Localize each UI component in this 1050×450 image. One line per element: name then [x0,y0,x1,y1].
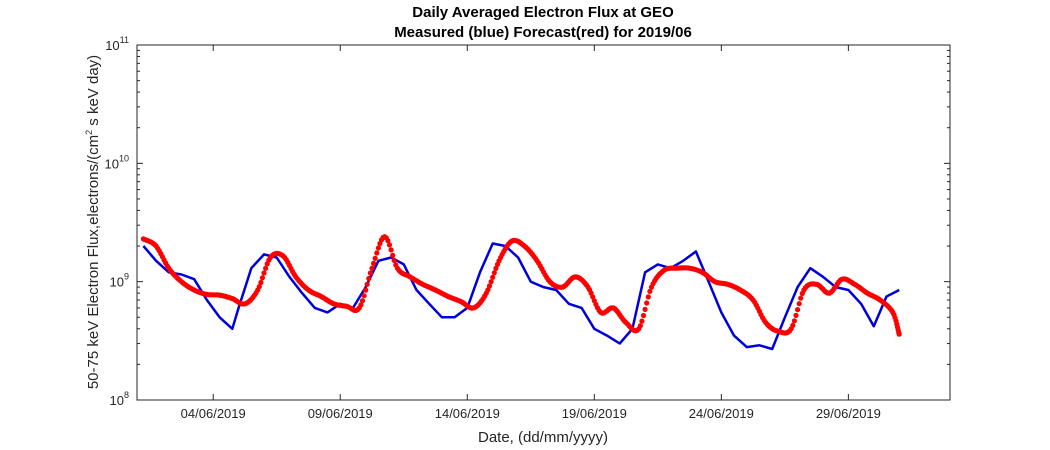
forecast-point [367,270,373,276]
forecast-point [385,238,391,244]
series-measured-line [142,242,900,351]
forecast-point [259,275,265,281]
x-tick-label: 14/06/2019 [435,406,500,421]
forecast-point [644,300,650,306]
forecast-point [261,270,267,276]
forecast-point [363,287,369,293]
forecast-point [366,275,372,282]
x-axis-label: Date, (dd/mm/yyyy) [478,429,608,446]
forecast-point [390,252,396,258]
y-axis-label: 50-75 keV Electron Flux,electrons/(cm2 s… [84,55,102,389]
forecast-point [647,288,653,294]
forecast-point [791,318,798,324]
forecast-point [490,274,496,280]
forecast-point [640,312,647,319]
forecast-point [358,302,364,308]
forecast-point [258,279,264,286]
y-tick-label: 108 [110,390,129,408]
y-tick-label: 1010 [105,153,129,171]
forecast-point [796,301,802,307]
forecast-point [491,270,497,276]
series-forecast-dots [140,234,902,337]
forecast-point [386,242,393,248]
x-tick-label: 24/06/2019 [689,406,754,421]
forecast-point [374,250,380,256]
forecast-point [798,295,804,301]
forecast-point [359,298,366,304]
forecast-point [263,265,269,271]
chart-title: Daily Averaged Electron Flux at GEO [412,4,674,21]
forecast-point [493,265,499,271]
y-tick-label: 1011 [105,35,129,53]
forecast-point [256,284,262,290]
chart-subtitle: Measured (blue) Forecast(red) for 2019/0… [394,24,692,41]
forecast-point [375,245,381,251]
forecast-point [590,294,596,300]
forecast-point [642,306,648,312]
plot-frame [136,44,951,401]
forecast-point [486,283,493,289]
forecast-point [364,281,370,287]
forecast-point [795,307,801,313]
forecast-point [488,279,494,285]
forecast-point [790,322,796,328]
y-tick-label: 109 [110,272,129,290]
forecast-point [896,331,902,337]
forecast-point [361,293,367,299]
x-tick-label: 04/06/2019 [181,406,246,421]
x-axis: 04/06/2019 09/06/2019 14/06/2019 19/06/2019… [181,45,881,421]
forecast-point [639,318,645,324]
y-axis: 108 109 1010 1011 [105,35,950,408]
forecast-point [369,265,375,271]
plot-area [137,45,950,400]
forecast-point [793,312,799,318]
x-tick-label: 19/06/2019 [562,406,627,421]
forecast-point [371,260,377,266]
forecast-point [637,323,644,329]
forecast-point [372,255,378,261]
x-tick-label: 09/06/2019 [308,406,373,421]
forecast-point [388,247,394,253]
forecast-point [391,257,397,263]
series-layer [140,234,902,351]
x-tick-label: 29/06/2019 [816,406,881,421]
forecast-point [645,294,651,300]
